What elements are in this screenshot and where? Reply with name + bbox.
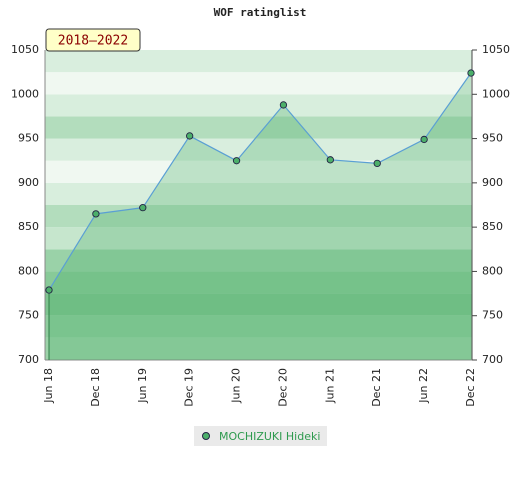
y2-tick-label: 950 [482, 132, 503, 145]
y2-tick-label: 850 [482, 220, 503, 233]
point [232, 157, 241, 165]
area [49, 73, 471, 361]
line [48, 72, 472, 291]
x-tick-label: Dec 19 [183, 368, 196, 407]
y-tick-label: 1000 [11, 87, 39, 100]
point [45, 286, 53, 294]
y2-tick-label: 700 [482, 353, 503, 366]
y2-tick-label: 900 [482, 176, 503, 189]
y-tick-label: 900 [18, 176, 39, 189]
band [45, 116, 472, 139]
legend-label: MOCHIZUKI Hideki [219, 430, 320, 443]
x-tick-label: Jun 22 [417, 368, 430, 404]
x-tick-label: Dec 18 [89, 368, 102, 407]
point [92, 210, 100, 218]
band [45, 160, 472, 183]
band [45, 72, 472, 95]
y2-tick-label: 750 [482, 309, 503, 322]
badge-box [45, 28, 141, 52]
band [45, 249, 472, 272]
band [45, 94, 472, 117]
point [420, 135, 428, 144]
point [467, 69, 475, 77]
band [45, 271, 472, 294]
x-tick-label: Jun 19 [136, 368, 149, 404]
x-tick-label: Jun 20 [230, 368, 243, 404]
band [45, 337, 472, 360]
x-tick-label: Dec 20 [276, 368, 289, 407]
legend [194, 426, 327, 446]
x-tick-label: Dec 22 [464, 368, 477, 407]
point [326, 156, 334, 164]
band [45, 205, 472, 228]
y2-tick-label: 800 [482, 264, 503, 277]
band [45, 293, 472, 316]
x-tick-label: Jun 18 [42, 368, 55, 404]
band [45, 182, 472, 205]
y-tick-label: 700 [18, 353, 39, 366]
legend-marker [202, 432, 210, 440]
y2-tick-label: 1000 [482, 87, 510, 100]
y-tick-label: 750 [18, 309, 39, 322]
band [45, 315, 472, 338]
x-tick-label: Jun 21 [323, 368, 336, 404]
y-tick-label: 1050 [11, 43, 39, 56]
band [45, 138, 472, 161]
chart-title: WOF ratinglist [214, 6, 307, 19]
background-bands [45, 50, 472, 360]
badge: 2018–2022 [58, 34, 128, 49]
point [373, 159, 381, 168]
band [45, 227, 472, 250]
band [45, 50, 472, 73]
point [139, 204, 147, 212]
point [279, 101, 288, 109]
y2-tick-label: 1050 [482, 43, 510, 56]
y-tick-label: 950 [18, 132, 39, 145]
y-tick-label: 800 [18, 264, 39, 277]
x-tick-label: Dec 21 [370, 368, 383, 407]
point [186, 132, 194, 140]
y-tick-label: 850 [18, 220, 39, 233]
